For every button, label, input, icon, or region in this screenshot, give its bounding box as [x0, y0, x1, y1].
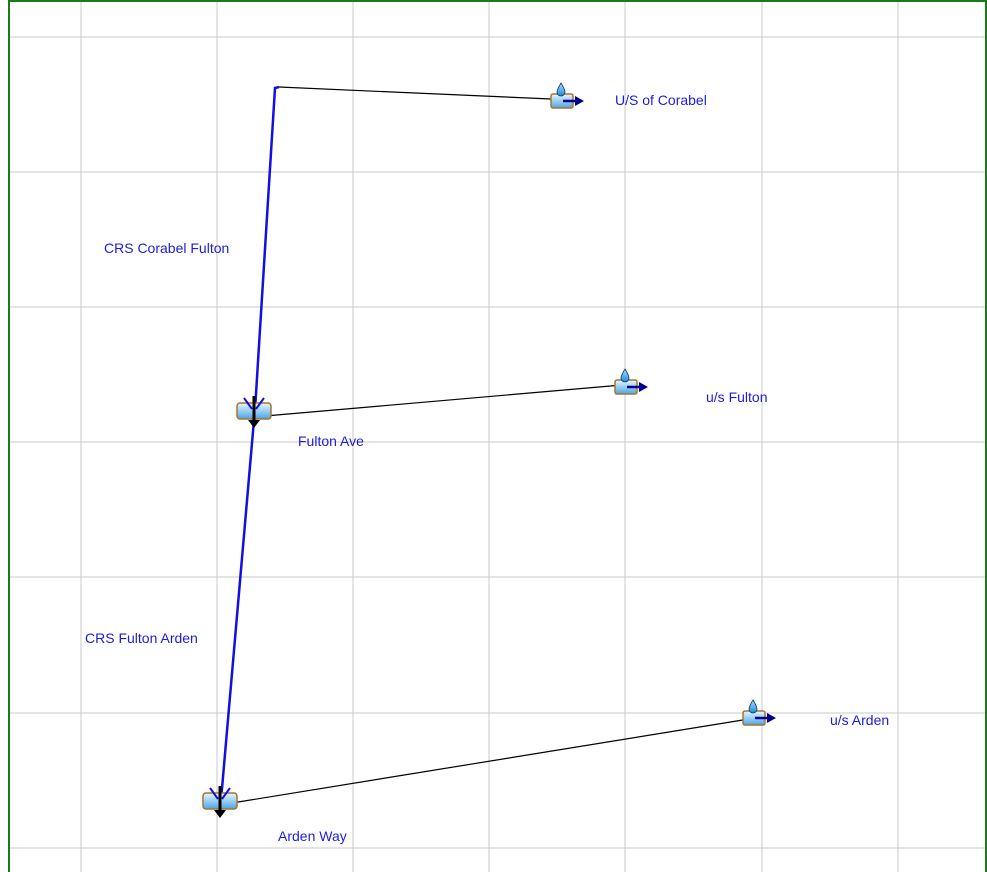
connector-lines: [231, 86, 750, 804]
subbasin-label-us-corabel: U/S of Corabel: [615, 92, 707, 108]
reach-label-crs-fulton-arden: CRS Fulton Arden: [85, 630, 198, 646]
canvas-frame: [8, 0, 987, 872]
grid-lines: [8, 2, 987, 872]
subbasin-label-us-arden: u/s Arden: [830, 712, 889, 728]
reach-label-crs-corabel-fulton: CRS Corabel Fulton: [104, 240, 229, 256]
connector-us-fulton[interactable]: [264, 384, 623, 417]
reach-crs-corabel-fulton[interactable]: [253, 85, 280, 411]
connector-us-arden[interactable]: [231, 718, 750, 804]
reach-lines: [219, 85, 280, 801]
reach-crs-fulton-arden[interactable]: [219, 419, 256, 801]
junction-label-arden-way: Arden Way: [278, 828, 347, 844]
junction-label-fulton-ave: Fulton Ave: [298, 433, 364, 449]
connector-us-corabel[interactable]: [278, 86, 552, 100]
subbasin-label-us-fulton: u/s Fulton: [706, 389, 767, 405]
